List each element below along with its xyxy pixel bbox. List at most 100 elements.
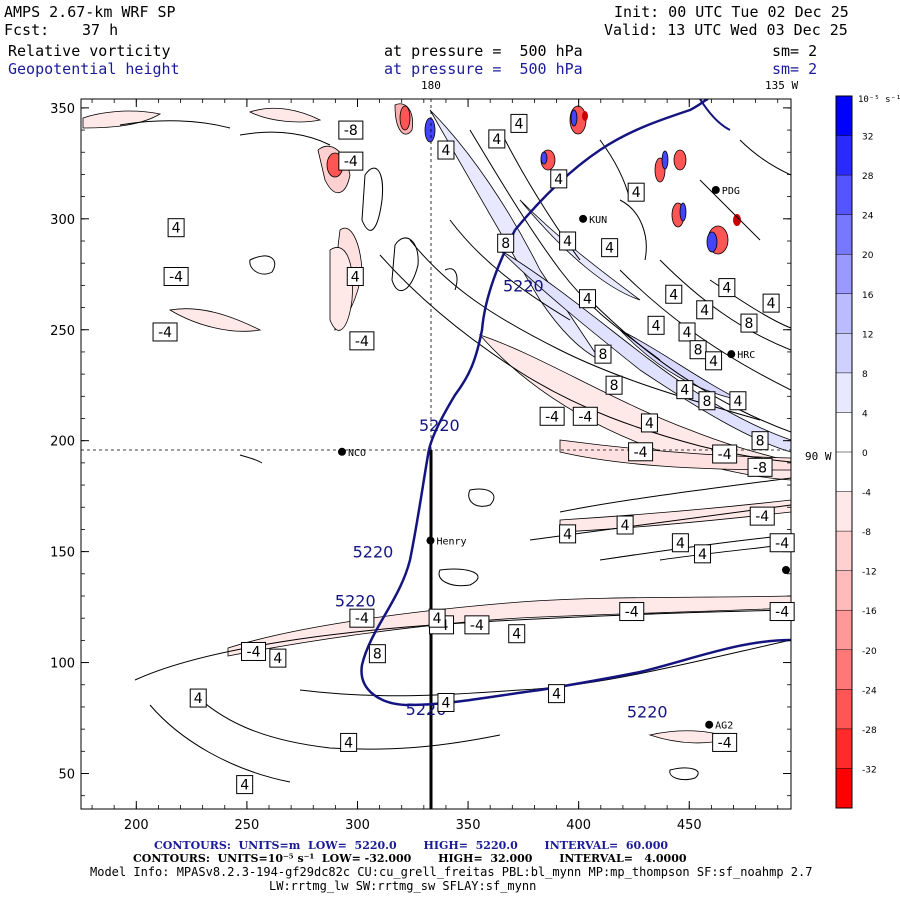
- colorbar-swatch: [836, 570, 852, 611]
- y-tick-label: 350: [50, 102, 75, 117]
- footer-physics-info: LW:rrtmg_lw SW:rrtmg_sw SFLAY:sf_mynn: [269, 879, 537, 893]
- colorbar-swatch: [836, 175, 852, 215]
- x-tick-label: 250: [234, 818, 259, 833]
- vorticity-label-box: [497, 233, 515, 253]
- vorticity-contour-label: 4: [583, 292, 592, 308]
- vorticity-contour-label: 4: [652, 318, 661, 334]
- vorticity-contour-label: 4: [172, 221, 181, 237]
- colorbar-tick-label: 8: [862, 370, 868, 380]
- vorticity-contour-label: -4: [355, 334, 369, 350]
- vorticity-label-box: [769, 533, 795, 553]
- y-tick-label: 150: [50, 546, 75, 561]
- vorticity-contour-label: -8: [753, 460, 767, 476]
- vorticity-contour-label: -4: [718, 735, 732, 751]
- y-tick-label: 250: [50, 324, 75, 339]
- vorticity-contour-label: 4: [605, 241, 614, 257]
- colorbar-tick-label: 20: [862, 251, 874, 261]
- colorbar-tick-label: 12: [862, 330, 873, 340]
- colorbar-tick-label: -24: [862, 686, 877, 696]
- vorticity-label-box: [163, 267, 189, 286]
- vorticity-contour-label: 4: [240, 778, 249, 794]
- vorticity-label-box: [349, 608, 375, 628]
- colorbar-tick-label: 28: [862, 172, 874, 182]
- vorticity-label-box: [628, 442, 654, 462]
- vorticity-label-box: [464, 615, 490, 635]
- vorticity-label-box: [762, 293, 780, 313]
- lon-90w-label: 90 W: [805, 450, 832, 463]
- height-contour-labels: 5220 5220 5220 5220 5220 5220: [335, 276, 668, 721]
- vorticity-contour-label: -4: [470, 618, 484, 634]
- vorticity-contour-label: 4: [194, 691, 203, 707]
- field1-level: at pressure = 500 hPa: [384, 42, 583, 60]
- vorticity-contour-label: 4: [680, 383, 689, 399]
- vorticity-label-box: [712, 444, 738, 464]
- vorticity-contour-label: 4: [552, 687, 561, 703]
- vorticity-contour-label: 4: [351, 270, 360, 286]
- colorbar-swatch: [836, 293, 852, 334]
- vorticity-label-box: [241, 641, 267, 661]
- colorbar-tick-label: 24: [862, 212, 874, 222]
- vorticity-contour-label: -4: [344, 154, 358, 170]
- vorticity-contour-label: 8: [702, 394, 711, 410]
- vorticity-label-box: [689, 340, 707, 360]
- vorticity-contour-label: 4: [563, 234, 572, 250]
- colorbar-tick-label: -28: [862, 726, 877, 736]
- x-tick-label: 350: [456, 818, 481, 833]
- vorticity-label-box: [619, 602, 645, 622]
- vorticity-label-box: [579, 289, 597, 309]
- station-marker: [727, 350, 736, 359]
- vorticity-contour-label: -4: [775, 536, 789, 552]
- model-title: AMPS 2.67-km WRF SP: [4, 3, 176, 21]
- colorbar-tick-label: -4: [862, 489, 871, 499]
- vorticity-label-box: [640, 413, 658, 433]
- vorticity-label-box: [749, 506, 775, 526]
- height-contour-label: 5220: [503, 276, 544, 295]
- station-marker: [579, 214, 588, 223]
- station-marker: [711, 185, 720, 194]
- vorticity-label-box: [718, 278, 736, 298]
- vorticity-label-box: [676, 380, 694, 400]
- vorticity-label-box: [510, 113, 528, 133]
- station-label: PDG: [722, 186, 740, 197]
- field2-smoothing: sm= 2: [772, 60, 818, 78]
- station-marker-edge: [782, 566, 790, 574]
- x-tick-label: 400: [566, 818, 591, 833]
- field2-name: Geopotential height: [8, 60, 180, 78]
- vorticity-contour-label: 8: [694, 343, 703, 359]
- field2-level: at pressure = 500 hPa: [384, 60, 583, 78]
- vorticity-label-box: [508, 624, 526, 644]
- vorticity-shading: [82, 103, 791, 783]
- field1-name: Relative vorticity: [8, 42, 171, 60]
- vorticity-contour-label: 4: [698, 547, 707, 563]
- height-contour-label: 5220: [627, 702, 668, 721]
- vorticity-contour-label: 4: [683, 325, 692, 341]
- y-tick-label: 300: [50, 213, 75, 228]
- x-tick-label: 200: [124, 818, 149, 833]
- colorbar-unit-label: 10⁻⁵ s⁻¹: [858, 95, 900, 105]
- vorticity-contour-label: 4: [344, 735, 353, 751]
- vorticity-label-box: [705, 351, 723, 371]
- station-marker: [337, 447, 346, 456]
- vorticity-contour-label: 4: [514, 116, 523, 132]
- vorticity-contour-label: -4: [169, 270, 183, 286]
- vorticity-contour-label: -4: [718, 447, 732, 463]
- field1-smoothing: sm= 2: [772, 42, 818, 60]
- init-time: Init: 00 UTC Tue 02 Dec 25: [614, 3, 849, 21]
- colorbar-swatch: [836, 531, 852, 571]
- height-contour-label: 5220: [406, 700, 447, 719]
- vorticity-contour-label: 8: [599, 347, 608, 363]
- vorticity-label-box: [729, 391, 747, 411]
- vorticity-label-box: [338, 151, 364, 171]
- vorticity-label-box: [368, 644, 386, 664]
- height-contour-label: 5220: [419, 416, 460, 435]
- vorticity-contour-label: 4: [709, 354, 718, 370]
- vorticity-label-box: [236, 775, 254, 795]
- vorticity-label-box: [550, 169, 568, 189]
- vorticity-contour-label: 4: [273, 651, 282, 667]
- vorticity-contour-label: 4: [512, 627, 521, 643]
- vorticity-label-box: [559, 231, 577, 251]
- station-markers: NCO Henry HRC PDG KUN AG2: [337, 185, 790, 732]
- colorbar-swatch: [836, 135, 852, 176]
- vorticity-label-box: [678, 322, 696, 342]
